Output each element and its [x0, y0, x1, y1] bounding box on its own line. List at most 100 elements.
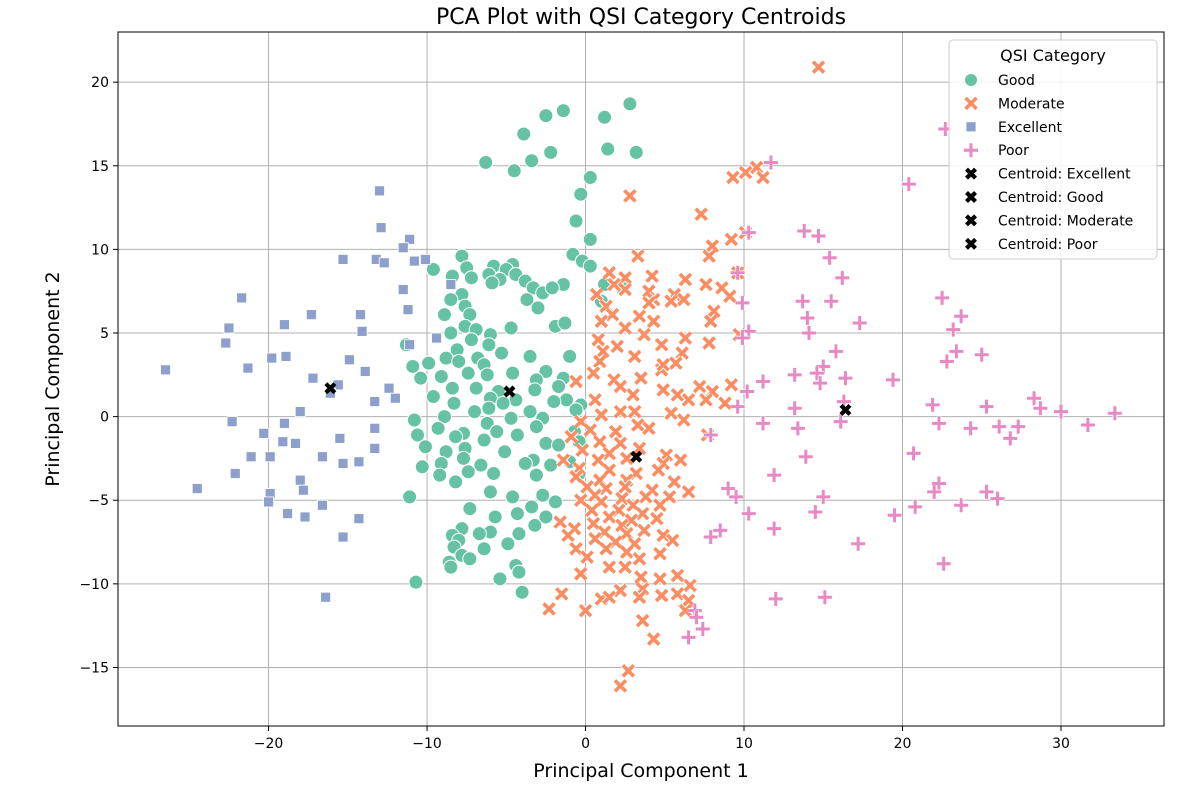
data-point — [337, 254, 349, 265]
data-point — [681, 593, 696, 609]
series-poor — [681, 121, 1122, 645]
data-point — [979, 484, 994, 499]
data-point — [606, 277, 622, 292]
legend-marker — [964, 73, 978, 87]
data-point — [511, 526, 527, 542]
data-point — [404, 233, 416, 245]
data-point — [631, 308, 647, 324]
data-point — [963, 421, 978, 436]
data-point — [628, 144, 644, 160]
data-point — [617, 282, 633, 297]
data-point — [885, 372, 900, 387]
data-point — [655, 357, 671, 373]
data-point — [568, 374, 584, 389]
data-point — [369, 396, 381, 407]
data-point — [670, 586, 685, 602]
data-point — [405, 358, 421, 374]
data-point — [524, 153, 540, 169]
data-point — [527, 517, 543, 533]
centroid-marker — [324, 382, 337, 395]
data-point — [462, 551, 478, 567]
data-point — [992, 419, 1007, 434]
data-point — [741, 506, 756, 521]
data-point — [670, 387, 685, 403]
data-point — [503, 410, 519, 426]
data-point — [682, 578, 698, 593]
data-point — [835, 270, 850, 285]
legend-item: Poor — [964, 143, 1029, 159]
data-point — [763, 155, 778, 170]
data-point — [673, 452, 689, 468]
data-point — [334, 432, 346, 444]
legend-marker — [963, 95, 979, 111]
data-point — [505, 365, 521, 381]
data-point — [663, 405, 679, 421]
data-point — [717, 395, 733, 411]
data-point — [601, 509, 617, 525]
data-point — [582, 258, 598, 274]
data-point — [654, 337, 670, 353]
y-tick-label: 10 — [91, 242, 109, 258]
data-point — [619, 450, 635, 466]
data-point — [543, 457, 559, 473]
data-point — [601, 462, 617, 478]
data-point — [703, 313, 719, 329]
y-tick-label: −15 — [79, 660, 109, 676]
data-point — [954, 309, 969, 324]
data-point — [590, 452, 606, 468]
x-tick-label: 10 — [735, 736, 753, 752]
data-point — [451, 353, 467, 369]
legend-label: Moderate — [998, 96, 1065, 112]
data-point — [939, 354, 954, 369]
x-axis-title: Principal Component 1 — [533, 760, 748, 782]
legend-item: Centroid: Excellent — [965, 167, 1131, 183]
data-point — [590, 332, 606, 348]
data-point — [1027, 391, 1042, 406]
y-tick-label: −10 — [79, 577, 109, 593]
data-point — [242, 362, 254, 374]
data-point — [624, 512, 639, 528]
legend-label: Centroid: Excellent — [998, 167, 1131, 183]
data-point — [824, 294, 839, 309]
data-point — [492, 571, 508, 587]
data-point — [489, 424, 505, 440]
data-point — [703, 530, 718, 545]
data-point — [571, 461, 587, 476]
data-point — [795, 294, 810, 309]
data-point — [223, 322, 235, 334]
y-tick-label: 0 — [100, 410, 109, 426]
data-point — [551, 437, 567, 453]
data-point — [460, 365, 476, 381]
data-point — [817, 590, 832, 605]
data-point — [448, 474, 464, 490]
x-tick-label: −20 — [254, 736, 284, 752]
data-point — [445, 279, 457, 290]
data-point — [554, 586, 570, 602]
data-point — [646, 631, 662, 647]
data-point — [443, 559, 459, 575]
data-point — [353, 456, 365, 468]
data-point — [649, 511, 665, 527]
data-point — [258, 427, 270, 439]
data-point — [954, 498, 969, 513]
data-point — [298, 484, 309, 496]
data-point — [631, 440, 647, 456]
data-point — [633, 569, 649, 585]
data-point — [476, 432, 492, 448]
data-point — [299, 511, 311, 523]
data-point — [901, 177, 916, 192]
centroid-marker — [630, 450, 643, 463]
data-points — [160, 59, 1122, 694]
data-point — [730, 399, 745, 414]
data-point — [822, 250, 837, 265]
data-point — [544, 280, 560, 296]
data-point — [692, 379, 708, 394]
data-point — [1011, 419, 1026, 434]
data-point — [383, 382, 395, 394]
data-point — [625, 387, 641, 403]
data-point — [703, 428, 718, 443]
data-point — [421, 355, 437, 371]
data-point — [446, 395, 462, 411]
data-point — [851, 536, 866, 551]
data-point — [974, 347, 989, 362]
